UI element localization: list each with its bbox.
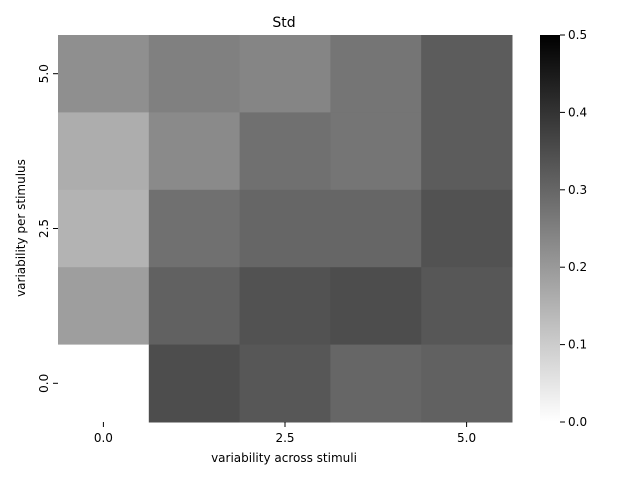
heatmap-cell <box>330 35 422 113</box>
colorbar-tick-label: 0.2 <box>568 260 587 274</box>
heatmap-cell <box>148 344 241 423</box>
colorbar-tick-label: 0.0 <box>568 415 587 429</box>
colorbar-tick-label: 0.1 <box>568 338 587 352</box>
heatmap-cell <box>421 267 513 346</box>
x-axis-ticks: 0.0 2.5 5.0 <box>94 422 476 445</box>
heatmap-cell <box>330 267 422 346</box>
heatmap-cell <box>421 35 513 113</box>
heatmap-cell <box>148 189 241 268</box>
heatmap-cell <box>148 35 241 113</box>
heatmap-cell <box>330 189 422 268</box>
x-tick-label: 2.5 <box>275 431 294 445</box>
heatmap-cell <box>421 112 513 191</box>
heatmap-cell <box>421 344 513 423</box>
heatmap-cells <box>58 35 513 423</box>
y-tick-label: 2.5 <box>37 219 51 238</box>
heatmap-cell <box>239 189 331 268</box>
y-axis-ticks: 5.0 2.5 0.0 <box>37 64 58 393</box>
heatmap-cell <box>58 189 150 268</box>
y-axis-label: variability per stimulus <box>14 159 28 297</box>
heatmap-cell <box>239 112 331 191</box>
colorbar <box>540 35 560 422</box>
heatmap-cell <box>58 267 150 346</box>
heatmap-cell <box>330 112 422 191</box>
x-tick-label: 0.0 <box>94 431 113 445</box>
heatmap-cell <box>239 35 331 113</box>
x-axis-label: variability across stimuli <box>211 451 357 465</box>
chart-title: Std <box>272 15 295 31</box>
heatmap-cell <box>148 267 241 346</box>
y-tick-label: 0.0 <box>37 374 51 393</box>
heatmap-cell <box>58 112 150 191</box>
colorbar-tick-label: 0.5 <box>568 28 587 42</box>
colorbar-tick-label: 0.3 <box>568 183 587 197</box>
heatmap-cell <box>421 189 513 268</box>
heatmap-cell <box>58 344 150 423</box>
colorbar-ticks: 0.0 0.1 0.2 0.3 0.4 0.5 <box>560 28 587 429</box>
y-tick-label: 5.0 <box>37 64 51 83</box>
heatmap-cell <box>330 344 422 423</box>
x-tick-label: 5.0 <box>457 431 476 445</box>
heatmap-cell <box>58 35 150 113</box>
heatmap-cell <box>239 344 331 423</box>
heatmap-cell <box>239 267 331 346</box>
heatmap-cell <box>148 112 241 191</box>
colorbar-tick-label: 0.4 <box>568 105 587 119</box>
